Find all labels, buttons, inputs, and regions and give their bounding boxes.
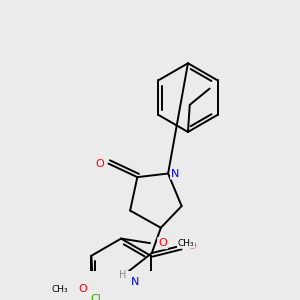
Text: CH₃: CH₃ <box>51 285 68 294</box>
Text: Cl: Cl <box>90 294 101 300</box>
Text: O: O <box>158 238 167 248</box>
Text: N: N <box>131 277 140 287</box>
Text: O: O <box>95 159 104 169</box>
Text: N: N <box>171 169 179 178</box>
Text: O: O <box>79 284 88 294</box>
Text: H: H <box>119 270 127 280</box>
Text: O: O <box>187 241 196 251</box>
Text: CH₃: CH₃ <box>178 238 194 247</box>
